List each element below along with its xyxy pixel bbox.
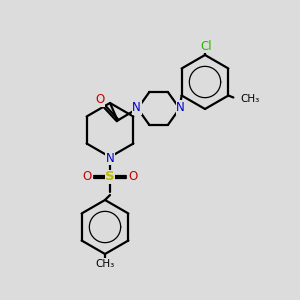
Text: N: N	[176, 101, 185, 114]
Text: O: O	[82, 170, 91, 184]
Text: Cl: Cl	[200, 40, 212, 52]
Text: O: O	[128, 170, 138, 184]
Text: N: N	[132, 101, 141, 114]
Text: CH₃: CH₃	[95, 259, 115, 269]
Text: O: O	[95, 93, 104, 106]
Text: S: S	[105, 170, 115, 184]
Text: CH₃: CH₃	[240, 94, 260, 104]
Text: N: N	[106, 152, 114, 164]
